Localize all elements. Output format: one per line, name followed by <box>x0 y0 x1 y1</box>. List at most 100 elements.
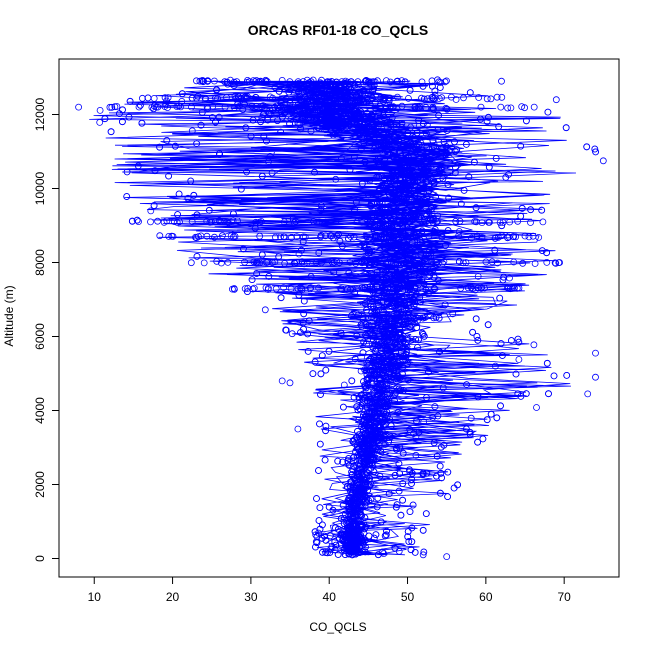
outlier-point <box>592 373 599 381</box>
data-point <box>199 77 206 84</box>
data-point <box>395 460 403 468</box>
data-point <box>295 291 303 299</box>
data-point <box>347 478 355 486</box>
data-point <box>510 258 518 266</box>
chart-title: ORCAS RF01-18 CO_QCLS <box>248 22 428 38</box>
data-point <box>277 128 285 136</box>
data-point <box>355 481 362 489</box>
data-point <box>305 317 313 325</box>
data-point <box>543 249 550 257</box>
data-point <box>298 114 306 122</box>
data-point <box>380 95 388 102</box>
data-point <box>403 181 411 189</box>
data-point <box>163 136 171 144</box>
data-point <box>176 218 183 226</box>
data-point <box>174 211 182 218</box>
data-point <box>106 103 114 111</box>
data-point <box>401 78 409 86</box>
data-point <box>408 238 416 246</box>
data-point <box>425 252 433 260</box>
data-point <box>230 285 238 292</box>
data-point <box>318 534 326 542</box>
data-point <box>133 216 141 224</box>
plot-frame <box>58 58 620 578</box>
data-point <box>335 230 342 238</box>
data-point <box>411 173 419 181</box>
data-point <box>379 299 387 307</box>
data-point <box>258 251 266 259</box>
data-point <box>313 218 321 226</box>
data-point <box>200 259 208 267</box>
data-point <box>384 400 392 408</box>
data-point <box>360 98 368 106</box>
data-point <box>522 390 530 398</box>
data-point <box>354 81 362 89</box>
data-point <box>420 280 428 288</box>
data-point <box>322 427 330 435</box>
data-point <box>317 113 325 121</box>
data-point <box>262 78 270 85</box>
data-point <box>286 99 294 107</box>
data-point <box>406 202 414 210</box>
data-point <box>310 217 317 225</box>
data-point <box>406 466 413 474</box>
data-point <box>337 540 345 548</box>
data-point <box>418 227 426 235</box>
data-point <box>358 423 366 430</box>
data-point <box>443 127 451 134</box>
data-point <box>356 508 364 516</box>
data-point <box>360 87 368 94</box>
data-point <box>377 518 385 526</box>
data-point <box>485 218 493 226</box>
data-point <box>507 337 515 344</box>
data-point <box>396 374 404 382</box>
data-point <box>452 164 459 171</box>
data-point <box>287 285 295 292</box>
data-point <box>365 78 373 86</box>
data-point <box>358 124 366 131</box>
data-point <box>425 232 433 240</box>
data-point <box>297 329 304 336</box>
data-point <box>390 310 398 318</box>
data-point <box>261 104 269 112</box>
data-point <box>450 484 458 492</box>
data-point <box>367 496 375 503</box>
data-point <box>462 425 470 433</box>
data-point <box>367 431 375 439</box>
data-point <box>295 94 303 102</box>
data-point <box>347 488 355 496</box>
data-point <box>298 284 305 292</box>
data-point <box>234 217 241 225</box>
data-point <box>478 234 486 241</box>
data-point <box>533 404 540 411</box>
data-point <box>496 219 504 226</box>
data-point <box>361 244 369 252</box>
data-point <box>361 381 369 389</box>
data-point <box>241 258 249 266</box>
data-point <box>416 184 424 192</box>
data-point <box>331 546 339 554</box>
data-point <box>365 532 373 540</box>
data-point <box>398 77 406 84</box>
data-point <box>358 450 365 458</box>
data-point <box>386 158 394 166</box>
data-point <box>467 284 475 291</box>
data-point <box>369 78 377 86</box>
data-point <box>249 285 257 293</box>
data-point <box>275 253 283 261</box>
data-point <box>385 130 393 138</box>
data-point <box>239 245 247 253</box>
data-point <box>352 510 360 518</box>
data-point <box>515 356 523 363</box>
data-point <box>337 87 345 95</box>
data-point <box>282 95 290 103</box>
data-point <box>364 191 372 199</box>
data-point <box>379 421 387 429</box>
data-point <box>201 95 209 102</box>
data-point <box>400 245 408 253</box>
data-point <box>331 538 339 546</box>
data-point <box>382 77 390 84</box>
data-point <box>394 409 402 417</box>
data-point <box>381 244 389 252</box>
data-point <box>304 330 312 338</box>
